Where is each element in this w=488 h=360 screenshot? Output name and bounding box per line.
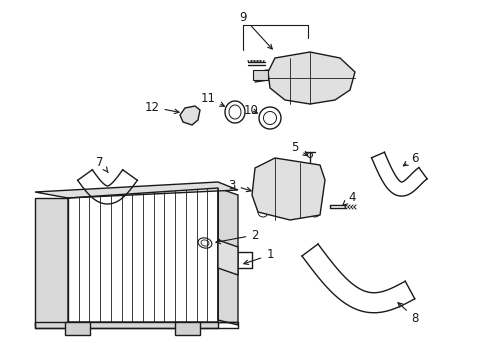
Polygon shape xyxy=(218,240,238,275)
Polygon shape xyxy=(180,106,200,125)
Text: 6: 6 xyxy=(403,152,418,166)
Polygon shape xyxy=(35,322,238,328)
Text: 10: 10 xyxy=(243,104,258,117)
Polygon shape xyxy=(35,198,68,325)
Polygon shape xyxy=(35,182,238,198)
Polygon shape xyxy=(175,322,200,335)
Text: 4: 4 xyxy=(342,190,355,205)
Polygon shape xyxy=(251,158,325,220)
Polygon shape xyxy=(252,70,267,80)
Text: 8: 8 xyxy=(397,303,418,324)
Text: 1: 1 xyxy=(244,248,273,265)
Text: 12: 12 xyxy=(144,100,179,113)
Text: 11: 11 xyxy=(200,91,224,106)
Polygon shape xyxy=(65,322,90,335)
Text: 3: 3 xyxy=(228,179,251,192)
Text: 9: 9 xyxy=(239,10,272,49)
Text: 2: 2 xyxy=(216,229,258,244)
Polygon shape xyxy=(267,52,354,104)
Text: 7: 7 xyxy=(96,156,108,173)
Polygon shape xyxy=(218,188,238,325)
Text: 5: 5 xyxy=(291,140,307,156)
